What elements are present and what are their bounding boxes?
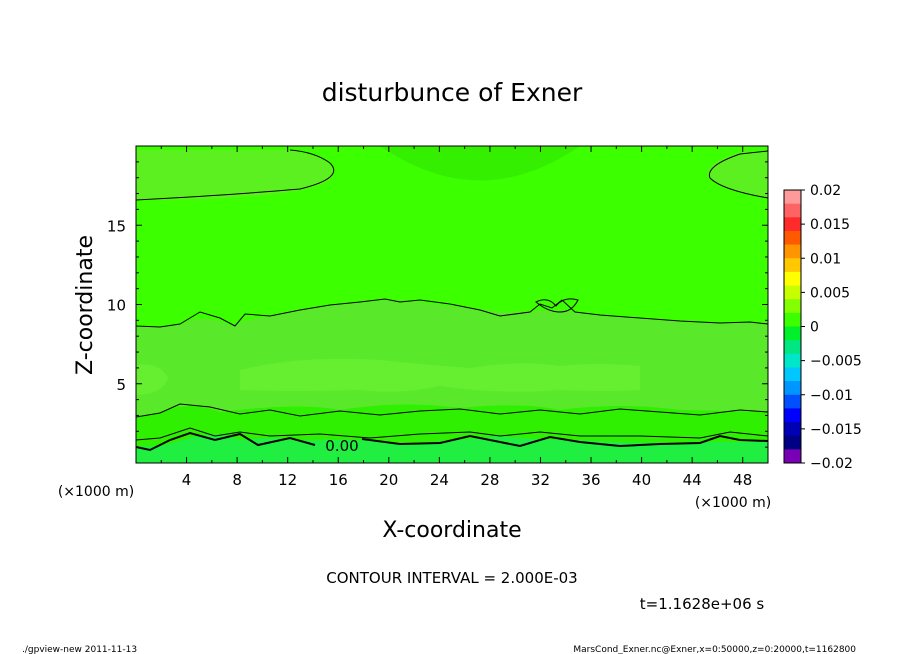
x-tick-label: 32 bbox=[531, 471, 550, 489]
colorbar-swatch bbox=[784, 190, 801, 205]
x-axis-label: X-coordinate bbox=[382, 518, 521, 543]
colorbar-swatch bbox=[784, 353, 801, 368]
x-unit-left: (×1000 m) bbox=[58, 484, 134, 500]
colorbar-swatch bbox=[784, 285, 801, 300]
x-tick-label: 16 bbox=[329, 471, 348, 489]
colorbar-swatch bbox=[784, 422, 801, 437]
y-ticks: 5 10 15 bbox=[107, 161, 768, 448]
contour-line-lower-1 bbox=[136, 403, 768, 418]
colorbar-swatch bbox=[784, 408, 801, 423]
contour-line-top-right bbox=[708, 150, 768, 199]
colorbar-swatch bbox=[784, 258, 801, 273]
contour-interval-text: CONTOUR INTERVAL = 2.000E-03 bbox=[326, 569, 577, 587]
colorbar-tick-label: −0.01 bbox=[810, 388, 853, 404]
colorbar-swatch bbox=[784, 203, 801, 218]
x-tick-label: 24 bbox=[430, 471, 449, 489]
x-tick-label: 8 bbox=[232, 471, 242, 489]
colorbar-swatch bbox=[784, 394, 801, 409]
time-text: t=1.1628e+06 s bbox=[640, 595, 765, 613]
footer-right: MarsCond_Exner.nc@Exner,x=0:50000,z=0:20… bbox=[573, 645, 856, 654]
x-tick-label: 36 bbox=[581, 471, 600, 489]
colorbar-tick-label: 0.015 bbox=[810, 217, 850, 233]
x-unit-right: (×1000 m) bbox=[695, 495, 771, 511]
field-bright-patch bbox=[240, 358, 640, 392]
contour-label: 0.00 bbox=[325, 437, 358, 455]
colorbar-swatch bbox=[784, 435, 801, 450]
colorbar-tick-label: −0.015 bbox=[810, 422, 862, 438]
chart-title: disturbunce of Exner bbox=[322, 78, 583, 107]
field-top-right-blob bbox=[708, 152, 768, 198]
x-tick-label: 48 bbox=[733, 471, 752, 489]
colorbar-tick-label: 0.005 bbox=[810, 285, 850, 301]
y-tick-label: 5 bbox=[116, 376, 126, 394]
footer-left: ./gpview-new 2011-11-13 bbox=[22, 645, 137, 654]
colorbar bbox=[784, 190, 801, 464]
y-tick-label: 10 bbox=[107, 297, 126, 315]
field-left-patch bbox=[136, 364, 168, 395]
contour-line-zero bbox=[136, 431, 768, 452]
x-tick-label: 4 bbox=[182, 471, 192, 489]
colorbar-swatch bbox=[784, 449, 801, 464]
x-tick-label: 40 bbox=[632, 471, 651, 489]
colorbar-swatch bbox=[784, 381, 801, 396]
colorbar-swatch bbox=[784, 271, 801, 286]
field-near-surface bbox=[136, 434, 768, 463]
colorbar-swatch bbox=[784, 230, 801, 245]
contour-line-top-left bbox=[136, 149, 335, 201]
colorbar-swatch bbox=[784, 312, 801, 327]
colorbar-swatch bbox=[784, 367, 801, 382]
colorbar-tick-label: −0.02 bbox=[810, 456, 853, 472]
y-axis-label: Z-coordinate bbox=[73, 235, 98, 375]
y-tick-label: 15 bbox=[107, 217, 126, 235]
plot-field bbox=[136, 146, 768, 463]
field-top-dome bbox=[380, 146, 580, 181]
x-tick-label: 44 bbox=[683, 471, 702, 489]
contour-small-loop bbox=[535, 298, 579, 313]
x-ticks: 4 8 12 16 20 24 28 32 36 40 44 48 bbox=[160, 146, 752, 489]
colorbar-tick-label: 0.02 bbox=[810, 183, 841, 199]
colorbar-tick-label: 0.01 bbox=[810, 251, 841, 267]
colorbar-swatch bbox=[784, 244, 801, 259]
field-top-left-blob bbox=[136, 150, 334, 200]
colorbar-swatch bbox=[784, 326, 801, 341]
colorbar-swatch bbox=[784, 299, 801, 314]
contour-line-mid bbox=[136, 298, 768, 328]
colorbar-swatch bbox=[784, 217, 801, 232]
x-tick-label: 20 bbox=[379, 471, 398, 489]
x-tick-label: 28 bbox=[480, 471, 499, 489]
colorbar-tick-label: 0 bbox=[810, 320, 819, 336]
x-tick-label: 12 bbox=[278, 471, 297, 489]
colorbar-swatch bbox=[784, 340, 801, 355]
colorbar-tick-label: −0.005 bbox=[810, 354, 862, 370]
contour-line-lower-2 bbox=[136, 427, 768, 441]
colorbar-ticks: 0.02 0.015 0.01 0.005 0 −0.005 −0.01 −0.015 −0.0… bbox=[801, 183, 862, 472]
